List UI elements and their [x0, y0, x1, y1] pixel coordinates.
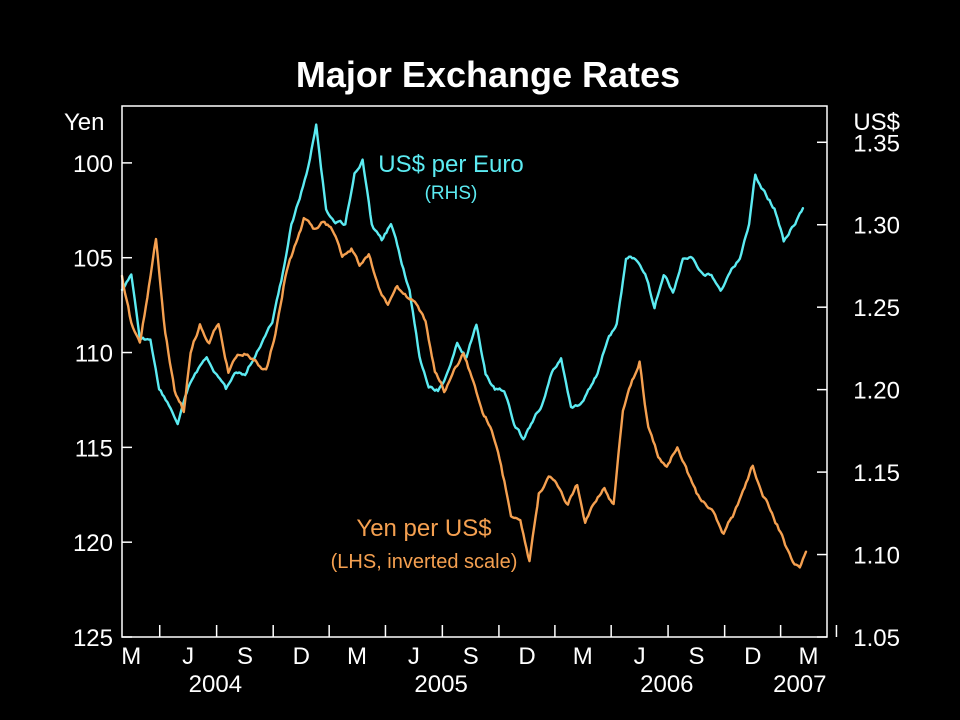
x-axis-month-label: S: [237, 643, 253, 670]
left-axis-tick-label: 110: [75, 341, 113, 368]
plot-frame: [121, 105, 828, 638]
right-axis-tick-label: 1.15: [853, 460, 900, 487]
x-axis-year-label: 2007: [773, 671, 826, 698]
right-axis-tick-label: 1.30: [853, 213, 900, 240]
right-axis-tick-label: 1.20: [853, 378, 900, 405]
x-axis-year-label: 2006: [640, 671, 693, 698]
yen-per-usd-line: [120, 216, 808, 569]
x-axis-month-label: S: [463, 643, 479, 670]
right-axis-unit-label: US$: [853, 109, 900, 136]
x-axis-month-label: S: [689, 643, 705, 670]
x-axis-month-label: M: [798, 643, 818, 670]
left-axis-unit-label: Yen: [64, 109, 105, 136]
left-axis-tick-label: 105: [73, 246, 113, 273]
x-axis-year-label: 2005: [414, 671, 467, 698]
x-axis-month-label: M: [573, 643, 593, 670]
chart-title: Major Exchange Rates: [296, 54, 680, 95]
x-axis-year-label: 2004: [189, 671, 242, 698]
x-axis-month-label: J: [182, 643, 194, 670]
right-axis-tick-label: 1.35: [853, 130, 900, 157]
left-axis-tick-label: 125: [73, 625, 113, 652]
left-axis-tick-label: 100: [73, 151, 113, 178]
x-axis-month-label: M: [121, 643, 141, 670]
left-axis-tick-label: 120: [73, 530, 113, 557]
right-axis-tick-label: 1.05: [853, 625, 900, 652]
euro-series-annotation-line1: US$ per Euro: [378, 151, 523, 178]
x-axis-month-label: D: [518, 643, 535, 670]
euro-series-annotation-line2: (RHS): [425, 183, 478, 204]
right-axis-tick-label: 1.10: [853, 543, 900, 570]
left-axis-tick-label: 115: [75, 435, 113, 462]
x-axis-month-label: D: [293, 643, 310, 670]
yen-series-annotation-line2: (LHS, inverted scale): [331, 551, 518, 573]
x-axis-month-label: D: [744, 643, 761, 670]
x-axis-month-label: M: [347, 643, 367, 670]
right-axis-tick-label: 1.25: [853, 295, 900, 322]
x-axis-month-label: J: [408, 643, 420, 670]
x-axis-month-label: J: [634, 643, 646, 670]
yen-series-annotation-line1: Yen per US$: [356, 515, 491, 542]
